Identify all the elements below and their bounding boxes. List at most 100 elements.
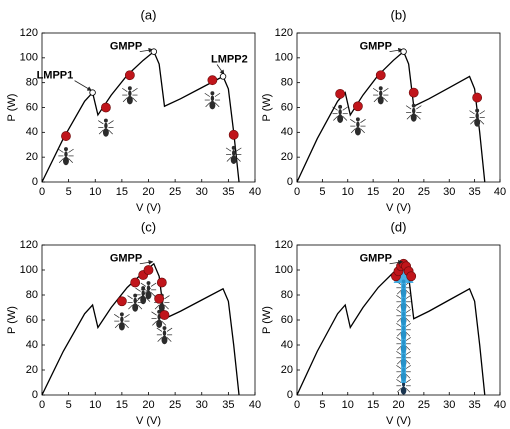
ant-leg [405, 309, 411, 313]
ant-leg [360, 128, 365, 134]
ant-leg [396, 323, 402, 327]
ant-leg [470, 119, 475, 125]
pv-curve [296, 262, 486, 396]
x-tick-label: 35 [222, 399, 234, 411]
ant-position [154, 293, 165, 304]
y-tick-label: 100 [20, 52, 38, 64]
x-tick-label: 0 [39, 186, 45, 198]
ant-leg [406, 114, 412, 120]
peak-marker [400, 48, 407, 55]
x-tick-label: 35 [469, 399, 481, 411]
ant-abdomen [377, 95, 384, 105]
ant-leg [405, 105, 412, 110]
ant-icon [127, 293, 144, 312]
ant-leg [416, 114, 421, 120]
ant-head [162, 326, 167, 331]
x-tick-label: 5 [319, 186, 325, 198]
y-tick-label: 120 [20, 27, 38, 39]
y-tick-label: 60 [281, 101, 293, 113]
ant-leg [157, 337, 163, 342]
ant-thorax [338, 109, 342, 115]
ant-leg [383, 87, 389, 92]
x-tick-label: 40 [494, 186, 506, 198]
x-tick-label: 10 [89, 399, 101, 411]
x-tick-label: 40 [494, 399, 506, 411]
ant-leg [396, 365, 402, 369]
ant-leg [108, 120, 114, 125]
x-tick-label: 5 [319, 399, 325, 411]
annotation-arrow [139, 260, 154, 265]
ant-leg [68, 148, 74, 153]
ant-leg [405, 331, 411, 337]
ant-leg [396, 359, 402, 365]
ant-abdomen [354, 126, 361, 136]
annotation-arrow [216, 64, 225, 75]
ant-leg [214, 102, 220, 108]
ant-position [159, 310, 170, 320]
ant-icon [98, 118, 114, 137]
x-tick-label: 40 [249, 399, 261, 411]
ant-abdomen [400, 386, 407, 395]
ant-head [210, 91, 215, 96]
ant-leg [405, 337, 411, 341]
x-tick-label: 30 [443, 186, 455, 198]
x-tick-label: 20 [142, 399, 154, 411]
ant-leg [405, 379, 411, 383]
ant-thorax [64, 151, 68, 158]
ant-leg [372, 87, 379, 92]
x-tick-label: 30 [196, 186, 208, 198]
ant-abdomen [156, 319, 163, 328]
y-axis-label: P (W) [6, 94, 18, 122]
ant-leg [204, 92, 211, 97]
annotation-label: GMPP [360, 41, 392, 53]
ant-head [133, 293, 138, 298]
y-tick-label: 60 [26, 101, 38, 113]
ant-abdomen [474, 118, 481, 127]
ant-abdomen [410, 113, 417, 122]
y-tick-label: 20 [281, 151, 293, 163]
ant-icon [204, 91, 221, 110]
ant-leg [152, 320, 157, 326]
ant-leg [150, 282, 157, 287]
ant-leg [236, 156, 241, 162]
peak-marker [219, 73, 227, 80]
ant-leg [225, 147, 232, 152]
ant-head [103, 118, 108, 123]
ant-leg [396, 345, 402, 351]
annotation-arrow [139, 47, 154, 53]
ant-leg [132, 97, 137, 103]
ant-thorax [133, 297, 137, 304]
y-axis-label: P (W) [261, 94, 273, 122]
x-tick-label: 10 [342, 186, 354, 198]
x-tick-label: 15 [367, 399, 379, 411]
ant-leg [137, 304, 143, 310]
ant-head [231, 145, 236, 150]
ant-abdomen [62, 156, 69, 166]
ant-leg [124, 314, 130, 318]
ant-leg [156, 327, 163, 332]
x-tick-label: 0 [294, 399, 300, 411]
ant-leg [469, 110, 475, 115]
ant-thorax [379, 90, 383, 97]
pv-curve [41, 262, 240, 396]
ant-leg [396, 337, 402, 341]
ant-leg [166, 327, 173, 332]
ant-leg [396, 373, 402, 379]
ant-thorax [210, 95, 215, 102]
x-axis-label: V (V) [386, 202, 411, 214]
y-tick-label: 120 [20, 239, 38, 251]
ant-position [207, 75, 218, 86]
y-tick-label: 0 [32, 176, 38, 188]
y-axis-label: P (W) [261, 306, 273, 334]
ant-leg [396, 331, 402, 337]
x-tick-label: 40 [249, 186, 261, 198]
y-tick-label: 100 [275, 264, 293, 276]
x-axis-label: V (V) [136, 202, 161, 214]
ant-position [101, 102, 111, 113]
ant-icon [405, 103, 422, 122]
ant-thorax [146, 285, 151, 292]
ant-position [156, 277, 167, 288]
ant-abdomen [102, 128, 109, 137]
ant-head [355, 117, 360, 122]
